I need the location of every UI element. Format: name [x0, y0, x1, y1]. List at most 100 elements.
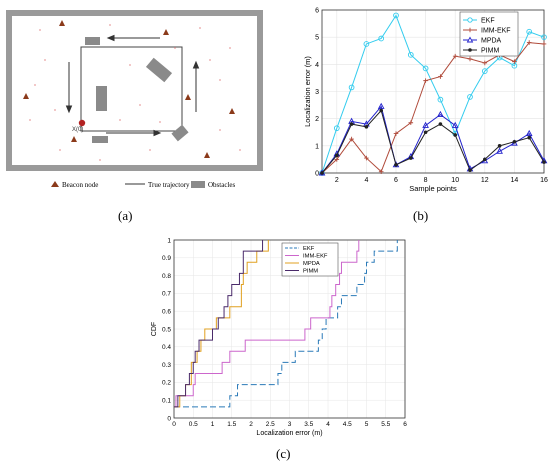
direction-arrows: [65, 34, 200, 137]
outer-wall: [6, 10, 263, 171]
x-tick-label: 5.5: [381, 421, 390, 428]
measurement-dot: [44, 59, 46, 61]
legend-marker: [467, 27, 473, 33]
y-tick-label: 0.4: [162, 344, 171, 351]
x-tick-label: 2: [249, 421, 253, 428]
y-tick-label: 0.1: [162, 398, 171, 405]
x-tick-label: 2.5: [266, 421, 275, 428]
plot-frame: [321, 9, 545, 174]
measurement-dots: [29, 24, 241, 161]
data-point: [320, 171, 324, 175]
data-point: [481, 68, 488, 74]
measurement-dot: [109, 24, 111, 26]
data-point: [542, 160, 546, 164]
x-tick-label: 4: [364, 177, 368, 184]
data-point: [377, 102, 385, 109]
measurement-dot: [209, 59, 211, 61]
data-point: [482, 60, 488, 66]
data-point: [453, 133, 458, 137]
cdf-line-pimm: [174, 240, 264, 408]
x-tick-label: 6: [403, 421, 407, 428]
x-tick-label: 6: [394, 177, 398, 184]
caption-a: (a): [118, 208, 132, 223]
series-line-pimm: [321, 109, 545, 174]
x-tick-label: 3: [288, 421, 292, 428]
legend-label: MPDA: [481, 38, 502, 45]
obstacle: [171, 124, 189, 142]
legend-marker: [466, 36, 474, 43]
series-line-ekf: [321, 14, 545, 174]
beacon-legend-icon: [51, 181, 59, 187]
legend-label: IMM-EKF: [303, 254, 328, 260]
measurement-dot: [119, 119, 121, 121]
y-tick-label: 0.9: [162, 255, 171, 262]
beacon-node-icon: [23, 93, 29, 99]
obstacle-legend-icon: [191, 181, 205, 188]
data-point: [527, 135, 531, 140]
data-point: [423, 130, 428, 135]
measurement-dot: [29, 119, 31, 121]
y-tick-label: 0.5: [162, 326, 171, 333]
data-point: [378, 35, 385, 42]
obstacle: [92, 136, 108, 143]
panel-a-scene: X(0) Beacon node True trajectory Obstacl…: [6, 10, 263, 223]
x-tick-label: 0: [172, 421, 176, 428]
x-axis-label: Localization error (m): [256, 430, 322, 437]
data-point: [512, 139, 517, 144]
data-point: [468, 168, 472, 173]
data-point: [422, 65, 429, 72]
beacon-node-icon: [71, 136, 77, 142]
beacon-node-icon: [163, 29, 169, 35]
data-point: [333, 125, 340, 132]
obstacle: [85, 37, 100, 45]
legend-label: IMM-EKF: [481, 28, 511, 35]
data-point: [393, 12, 399, 19]
x-tick-label: 14: [511, 177, 519, 184]
legend-label: EKF: [481, 18, 495, 25]
plot-frame: [173, 239, 406, 419]
data-point: [348, 84, 355, 91]
legend-label: MPDA: [303, 261, 320, 267]
legend-marker: [468, 48, 472, 52]
data-point: [349, 122, 354, 126]
cdf-line-ekf: [174, 240, 398, 408]
data-point: [467, 94, 473, 100]
beacon-node-icon: [229, 108, 235, 114]
data-point: [497, 144, 502, 148]
data-point: [364, 125, 369, 129]
x-tick-label: 4: [326, 421, 330, 428]
start-label: X(0): [72, 127, 83, 133]
data-point: [541, 41, 547, 47]
y-tick-label: 6: [315, 8, 319, 15]
measurement-dot: [229, 47, 231, 49]
y-tick-label: 2: [315, 116, 319, 123]
measurement-dot: [219, 129, 221, 131]
y-tick-label: 0.7: [162, 291, 171, 298]
beacon-node-icon: [204, 152, 210, 158]
start-point: [78, 119, 86, 127]
data-point: [423, 78, 428, 83]
legend-trajectory-label: True trajectory: [148, 181, 190, 189]
x-tick-label: 12: [481, 177, 489, 184]
data-point: [483, 157, 487, 162]
panel-a-legend: Beacon node True trajectory Obstacles: [51, 181, 235, 189]
measurement-dot: [174, 47, 176, 49]
data-point: [496, 147, 503, 154]
x-tick-label: 1.5: [227, 421, 236, 428]
y-tick-label: 0.8: [162, 273, 171, 280]
x-tick-label: 10: [451, 177, 459, 184]
data-point: [363, 41, 370, 47]
data-point: [422, 121, 429, 128]
data-point: [393, 131, 399, 136]
data-point: [349, 136, 354, 142]
y-tick-label: 0.6: [162, 309, 171, 316]
data-point: [394, 163, 398, 167]
cdf-line-imm-ekf: [174, 240, 360, 408]
series-line-mpda: [321, 105, 545, 174]
data-point: [541, 34, 547, 41]
data-point: [437, 110, 444, 118]
y-tick-label: 5: [315, 35, 319, 42]
caption-c: (c): [276, 446, 290, 461]
